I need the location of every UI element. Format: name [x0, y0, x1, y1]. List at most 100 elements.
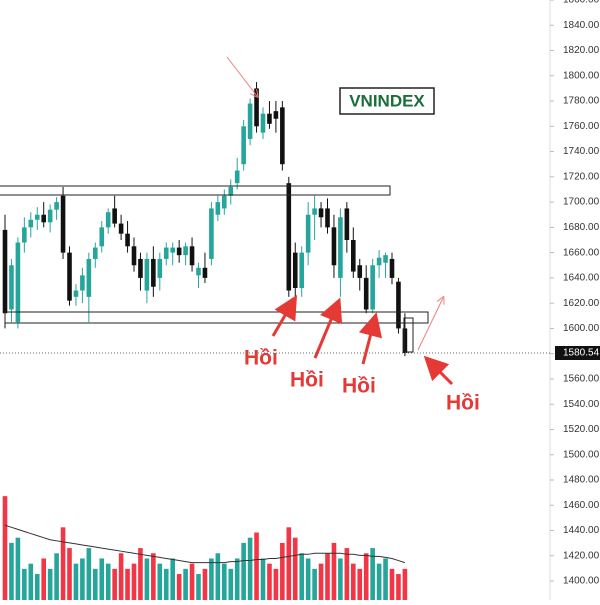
volume-bar: [273, 568, 279, 600]
volume-bar: [234, 558, 240, 600]
candle-body: [280, 107, 285, 165]
volume-bar: [163, 568, 169, 600]
y-tick-label: 1660.00: [563, 247, 600, 258]
volume-bar: [202, 568, 208, 600]
volume-bar: [15, 537, 21, 600]
arrow: [423, 355, 454, 386]
drawn-box: [403, 317, 414, 353]
volume-bar: [118, 553, 124, 600]
candle-body: [163, 247, 169, 259]
y-tick-label: 1400.00: [563, 576, 600, 587]
y-tick-label: 1560.00: [563, 374, 600, 385]
arrow: [313, 297, 343, 359]
volume-bar: [344, 548, 350, 600]
y-tick-label: 1780.00: [563, 96, 600, 107]
y-tick-label: 1480.00: [563, 475, 600, 486]
candle-body: [28, 219, 34, 228]
y-tick-label: 1680.00: [563, 222, 600, 233]
volume-bar: [280, 542, 285, 600]
volume-bar: [47, 568, 53, 600]
arrow: [226, 56, 257, 96]
candle-body: [105, 212, 111, 228]
volume-bar: [105, 563, 111, 600]
candle-body: [93, 247, 98, 259]
volume-bar: [2, 496, 8, 600]
candle-body: [344, 208, 350, 240]
arrow: [271, 294, 298, 337]
candle-body: [202, 267, 208, 278]
candle-body: [125, 233, 130, 247]
volume-bar: [112, 568, 117, 600]
volume-bar: [396, 574, 401, 600]
candle-body: [241, 126, 246, 165]
volume-bar: [292, 537, 298, 600]
volume-bar: [93, 568, 98, 600]
candle-body: [15, 242, 21, 323]
candle-body: [47, 209, 53, 223]
candle-body: [396, 281, 401, 329]
candle-body: [196, 267, 201, 276]
volume-bar: [305, 558, 311, 600]
candle-body: [41, 214, 46, 223]
candle-body: [22, 227, 27, 243]
volume-bar: [222, 563, 227, 600]
candle-body: [170, 247, 175, 253]
candle-body: [234, 170, 240, 184]
volume-bar: [131, 563, 137, 600]
y-tick-label: 1500.00: [563, 449, 600, 460]
volume-bar: [402, 568, 408, 600]
volume-bar: [267, 563, 272, 600]
volume-bar: [318, 563, 324, 600]
volume-bar: [86, 548, 92, 600]
candle-body: [331, 227, 337, 266]
volume-bar: [170, 558, 175, 600]
candle-body: [151, 258, 156, 287]
y-tick-label: 1460.00: [563, 500, 600, 511]
volume-bar: [209, 558, 214, 600]
candle-body: [209, 208, 214, 259]
candle-body: [131, 246, 137, 266]
volume-bar: [351, 563, 356, 600]
volume-ma: [4, 524, 406, 564]
last-price-box: [555, 346, 600, 361]
chart-title: VNINDEX: [349, 91, 425, 110]
candle-body: [215, 202, 221, 215]
candle-body: [144, 258, 150, 291]
volume-bar: [196, 574, 201, 600]
volume-bar: [144, 558, 150, 600]
candle-body: [389, 258, 395, 278]
candle-body: [338, 217, 343, 278]
annotation: Hồi: [290, 369, 324, 392]
candle-body: [312, 208, 317, 215]
candle-body: [351, 240, 356, 272]
candle-body: [9, 265, 14, 310]
volume-bar: [41, 558, 46, 600]
volume-bar: [389, 568, 395, 600]
candle-body: [183, 246, 188, 256]
volume-bar: [370, 548, 375, 600]
candle-body: [267, 113, 272, 124]
volume-bar: [376, 563, 382, 600]
candle-body: [286, 183, 292, 291]
annotation: Hồi: [342, 375, 376, 398]
candle-body: [138, 258, 143, 278]
y-tick-label: 1540.00: [563, 399, 600, 410]
volume-bar: [363, 553, 369, 600]
candle-body: [363, 277, 369, 310]
candle-body: [176, 247, 182, 256]
candle-body: [60, 195, 66, 253]
y-tick-label: 1760.00: [563, 121, 600, 132]
y-tick-label: 1620.00: [563, 298, 600, 309]
candle-body: [299, 252, 304, 288]
y-tick-label: 1820.00: [563, 45, 600, 56]
volume-bar: [54, 553, 59, 600]
volume-bar: [228, 568, 234, 600]
zone-box: [0, 185, 391, 196]
candle-body: [273, 111, 279, 119]
y-tick-label: 1600.00: [563, 323, 600, 334]
volume-bar: [241, 542, 246, 600]
candle-body: [112, 208, 117, 224]
candle-body: [86, 258, 92, 297]
